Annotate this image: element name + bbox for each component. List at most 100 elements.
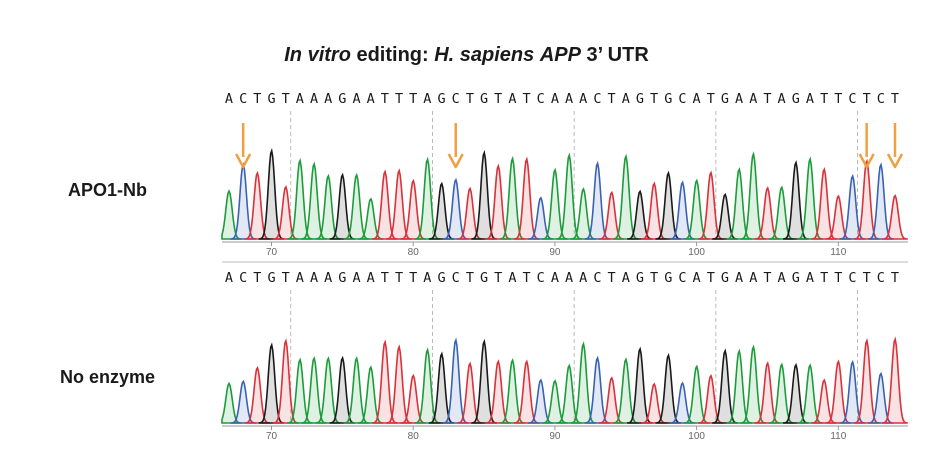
base-call: A [806, 270, 814, 286]
peak-A [570, 341, 597, 424]
peak-A [797, 156, 823, 240]
edit-arrowhead [235, 153, 252, 169]
base-call: A [693, 91, 701, 107]
base-call: A [735, 270, 743, 286]
base-call: T [608, 91, 616, 107]
base-call: A [296, 270, 304, 286]
base-call: G [721, 270, 729, 286]
peak-A [612, 153, 639, 240]
base-call: T [466, 270, 474, 286]
base-call: A [551, 270, 559, 286]
base-call: T [253, 91, 261, 107]
base-call: A [622, 270, 630, 286]
base-call: A [693, 270, 701, 286]
base-call: T [381, 270, 389, 286]
base-call: A [310, 270, 318, 286]
base-call: T [707, 91, 715, 107]
base-call: T [494, 91, 502, 107]
base-call: A [324, 270, 332, 286]
base-call: T [409, 91, 417, 107]
base-call: T [395, 270, 403, 286]
base-call: T [650, 270, 658, 286]
base-call: T [834, 91, 842, 107]
base-call: A [352, 91, 360, 107]
base-call: C [239, 270, 247, 286]
base-call: A [508, 270, 516, 286]
peak-A [556, 152, 583, 240]
title-species: H. sapiens [434, 44, 535, 66]
base-call: A [423, 91, 431, 107]
title-editing: editing: [350, 44, 435, 66]
base-call: A [423, 270, 431, 286]
title-gene: APP [539, 44, 581, 66]
base-call: G [437, 270, 445, 286]
peak-A [301, 161, 327, 240]
peak-G [471, 149, 498, 240]
base-call: A [225, 91, 233, 107]
base-call: T [891, 270, 899, 286]
edit-arrowhead [447, 153, 464, 169]
edit-arrowhead [858, 153, 875, 169]
peak-C [584, 160, 611, 240]
tick-label: 80 [408, 431, 420, 442]
peak-T [882, 194, 908, 240]
base-call: A [565, 270, 573, 286]
base-call: T [707, 270, 715, 286]
base-call: T [282, 270, 290, 286]
base-call: T [395, 91, 403, 107]
base-call: G [636, 270, 644, 286]
base-call: A [749, 91, 757, 107]
base-call: T [820, 91, 828, 107]
base-call: G [338, 270, 346, 286]
base-call: T [253, 270, 261, 286]
base-call: G [664, 270, 672, 286]
tick-label: 100 [688, 431, 705, 442]
peak-T [882, 336, 908, 424]
edit-arrowhead [886, 153, 904, 169]
peak-A [414, 156, 441, 240]
base-call: C [848, 270, 856, 286]
base-call: G [267, 270, 275, 286]
base-call: A [778, 270, 786, 286]
base-call: T [282, 91, 290, 107]
panel-label-no-enzyme: No enzyme [59, 367, 156, 387]
peak-A [740, 344, 767, 424]
tick-label: 90 [549, 247, 561, 258]
base-call: G [664, 91, 672, 107]
base-call: A [749, 270, 757, 286]
base-call: T [834, 270, 842, 286]
base-call: G [480, 270, 488, 286]
tick-label: 100 [688, 247, 705, 258]
base-call: T [820, 270, 828, 286]
base-call: G [721, 91, 729, 107]
base-call: A [565, 91, 573, 107]
peak-T [853, 337, 880, 424]
base-call: G [437, 91, 445, 107]
base-call: A [579, 91, 587, 107]
base-call: G [267, 91, 275, 107]
peak-T [272, 338, 299, 424]
base-call: A [225, 270, 233, 286]
base-call: A [806, 91, 814, 107]
base-call: G [636, 91, 644, 107]
peak-A [740, 151, 767, 240]
base-call: T [494, 270, 502, 286]
peak-G [471, 338, 498, 424]
peak-G [782, 160, 809, 240]
base-call: T [891, 91, 899, 107]
base-call: C [239, 91, 247, 107]
peak-A [414, 347, 441, 424]
tick-label: 80 [408, 247, 420, 258]
base-call: T [466, 91, 474, 107]
base-call: C [537, 91, 545, 107]
figure-title: In vitro editing: H. sapiens APP 3’ UTR [0, 44, 933, 67]
base-call: A [310, 91, 318, 107]
tick-label: 70 [266, 247, 278, 258]
base-call: T [522, 91, 530, 107]
peak-A [499, 155, 526, 240]
peak-G [627, 346, 653, 424]
base-call: C [678, 270, 686, 286]
peak-T [386, 344, 412, 424]
base-call: C [452, 91, 460, 107]
